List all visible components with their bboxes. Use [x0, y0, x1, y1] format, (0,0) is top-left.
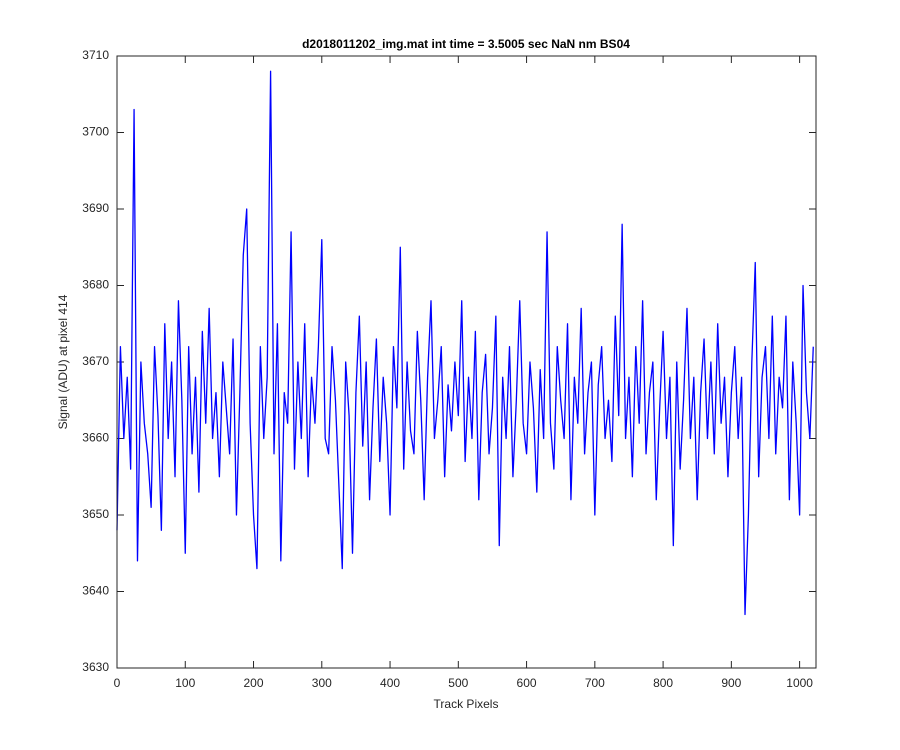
x-tick-label: 600 — [517, 676, 537, 690]
y-axis-label: Signal (ADU) at pixel 414 — [56, 294, 70, 429]
x-axis-label: Track Pixels — [434, 697, 499, 711]
x-tick-label: 500 — [448, 676, 468, 690]
chart-title: d2018011202_img.mat int time = 3.5005 se… — [302, 37, 630, 51]
x-tick-label: 700 — [585, 676, 605, 690]
y-tick-label: 3680 — [82, 278, 109, 292]
x-tick-label: 1000 — [786, 676, 813, 690]
x-tick-label: 100 — [175, 676, 195, 690]
x-tick-label: 900 — [721, 676, 741, 690]
plot-area: 0 100 200 300 400 500 600 700 800 900 1000 3630 3640… — [82, 48, 817, 690]
y-tick-label: 3640 — [82, 584, 109, 598]
y-tick-label: 3650 — [82, 507, 109, 521]
y-tick-label: 3700 — [82, 125, 109, 139]
x-tick-label: 200 — [244, 676, 264, 690]
axes-box — [116, 55, 817, 669]
y-tick-label: 3630 — [82, 660, 109, 674]
x-tick-label: 800 — [653, 676, 673, 690]
x-tick-label: 300 — [312, 676, 332, 690]
y-tick-label: 3690 — [82, 201, 109, 215]
y-tick-label: 3710 — [82, 48, 109, 62]
data-line — [116, 70, 814, 616]
x-tick-label: 0 — [114, 676, 121, 690]
y-tick-label: 3670 — [82, 354, 109, 368]
y-tick-label: 3660 — [82, 431, 109, 445]
x-tick-label: 400 — [380, 676, 400, 690]
